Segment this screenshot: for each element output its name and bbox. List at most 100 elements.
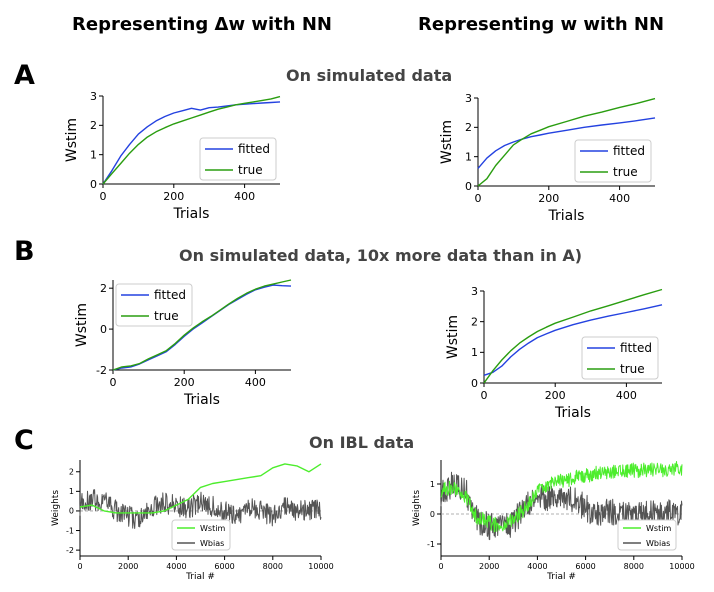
x-tick-label: 0 [438,562,443,571]
legend-label-wstim: Wstim [200,524,225,533]
x-tick-label: 400 [609,192,630,205]
y-tick-label: 1 [90,149,97,162]
legend-label-wbias: Wbias [646,539,670,548]
x-axis-label: Trials [554,405,591,421]
x-tick-label: 200 [545,389,566,402]
y-tick-label: 0 [100,323,107,336]
y-tick-label: 0 [471,377,478,390]
x-tick-label: 200 [174,376,195,389]
x-tick-label: 200 [163,190,184,203]
series-line-true [477,97,656,187]
section-title-a: On simulated data [286,66,453,85]
y-tick-label: 1 [430,480,435,489]
y-axis-label: Wstim [64,118,80,162]
x-tick-label: 0 [100,190,107,203]
y-tick-label: 0 [465,180,472,193]
x-tick-label: 6000 [214,562,234,571]
x-tick-label: 4000 [166,562,186,571]
legend: fitted true [199,137,277,181]
series-line-true [102,95,281,185]
x-tick-label: 200 [538,192,559,205]
chart-c-right: 0 2000 4000 6000 8000 10000 -1 0 1 Trial # Weights… [412,460,695,582]
section-title-b: On simulated data, 10x more data than in… [179,246,583,265]
chart-b-right: 0 200 400 0 1 2 3 Trials Wstim fitted true [445,285,663,421]
y-tick-label: 2 [90,119,97,132]
y-tick-label: 0 [69,507,74,516]
y-tick-label: 0 [90,178,97,191]
legend: Wstim Wbias [617,519,677,551]
y-axis-label: Wstim [74,303,90,347]
legend-label-true: true [238,163,263,177]
series-line-fitted [483,304,663,376]
legend-label-true: true [154,309,179,323]
legend: Wstim Wbias [171,519,231,551]
y-axis-label: Weights [51,490,61,526]
y-tick-label: 3 [471,285,478,298]
series-line-wbias [79,489,322,529]
legend-label-fitted: fitted [620,341,652,355]
legend-label-true: true [613,165,638,179]
y-tick-label: -1 [427,540,435,549]
header-left: Representing Δw with NN [72,14,332,35]
x-tick-label: 2000 [118,562,138,571]
chart-c-left: 0 2000 4000 6000 8000 10000 -2 -1 0 1 2 Trial # Weig… [51,460,334,582]
panel-letter-a: A [14,60,35,91]
x-tick-label: 0 [475,192,482,205]
x-axis-label: Trials [183,392,220,408]
y-tick-label: 1 [69,487,74,496]
series-line-wstim [79,463,322,514]
series-line-true [483,288,663,384]
section-title-c: On IBL data [309,433,415,452]
x-tick-label: 10000 [308,562,333,571]
x-tick-label: 2000 [479,562,499,571]
x-axis-label: Trial # [185,572,215,582]
y-tick-label: 2 [471,316,478,329]
panel-letter-c: C [14,425,34,456]
legend: fitted true [115,283,193,327]
series-line-wstim [440,461,683,533]
x-axis-label: Trials [173,206,210,222]
chart-a-right: 0 200 400 0 1 2 3 Trials Wstim fitted true [439,92,656,224]
y-axis-label: Wstim [439,120,455,164]
legend-label-true: true [620,362,645,376]
x-axis-label: Trials [548,208,585,224]
legend-label-wbias: Wbias [200,539,224,548]
x-tick-label: 400 [234,190,255,203]
y-tick-label: 2 [100,282,107,295]
series-line-fitted [477,117,656,169]
y-tick-label: 0 [430,510,435,519]
x-tick-label: 400 [245,376,266,389]
legend: fitted true [574,139,652,183]
x-tick-label: 0 [481,389,488,402]
y-tick-label: -2 [66,546,74,555]
y-tick-label: 2 [69,468,74,477]
x-axis-label: Trial # [546,572,576,582]
series-line-true [112,279,292,371]
legend: fitted true [581,336,659,380]
legend-label-wstim: Wstim [646,524,671,533]
legend-label-fitted: fitted [154,288,186,302]
y-axis-label: Wstim [445,315,461,359]
legend-label-fitted: fitted [238,142,270,156]
chart-a-left: 0 200 400 0 1 2 3 Trials Wstim fitted true [64,90,281,222]
x-tick-label: 8000 [624,562,644,571]
x-tick-label: 4000 [527,562,547,571]
series-line-fitted [102,101,281,185]
x-tick-label: 10000 [669,562,694,571]
legend-label-fitted: fitted [613,144,645,158]
y-axis-label: Weights [412,490,422,526]
x-tick-label: 0 [110,376,117,389]
x-tick-label: 6000 [575,562,595,571]
y-tick-label: 3 [90,90,97,103]
y-tick-label: 2 [465,121,472,134]
y-tick-label: 1 [471,346,478,359]
x-tick-label: 400 [616,389,637,402]
panel-letter-b: B [14,236,35,267]
x-tick-label: 8000 [263,562,283,571]
y-tick-label: -2 [96,364,107,377]
x-tick-label: 0 [77,562,82,571]
y-tick-label: -1 [66,526,74,535]
header-right: Representing w with NN [418,14,665,35]
